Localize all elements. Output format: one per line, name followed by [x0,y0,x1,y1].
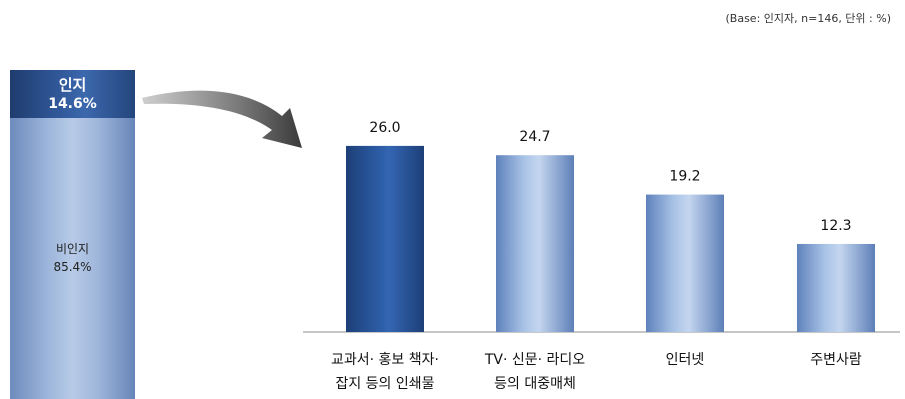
category-label: 잡지 등의 인쇄물 [335,376,434,392]
bar-value-label: 19.2 [669,169,700,185]
category-label: 주변사람 [810,352,862,368]
aware-value: 14.6% [48,96,97,112]
unaware-segment: 비인지 85.4% [10,118,135,399]
curved-arrow-icon [142,90,302,148]
unaware-label: 비인지 [55,242,90,256]
category-label: 인터넷 [666,352,705,368]
category-label: TV· 신문· 라디오 [484,352,585,368]
aware-label: 인지 [58,76,87,94]
bar [797,243,875,332]
aware-segment: 인지 14.6% [10,70,135,118]
unaware-value: 85.4% [53,260,92,274]
bar [496,155,574,332]
bar-value-label: 24.7 [519,129,550,145]
category-label: 등의 대중매체 [494,376,576,392]
bar-value-label: 12.3 [820,218,851,234]
awareness-stacked-bar: 인지 14.6% 비인지 85.4% [10,70,135,399]
bar [646,194,724,332]
bar [346,145,424,332]
base-note: (Base: 인지자, n=146, 단위 : %) [725,12,892,25]
bar-value-label: 26.0 [369,120,400,136]
category-label: 교과서· 홍보 책자· [331,352,439,368]
